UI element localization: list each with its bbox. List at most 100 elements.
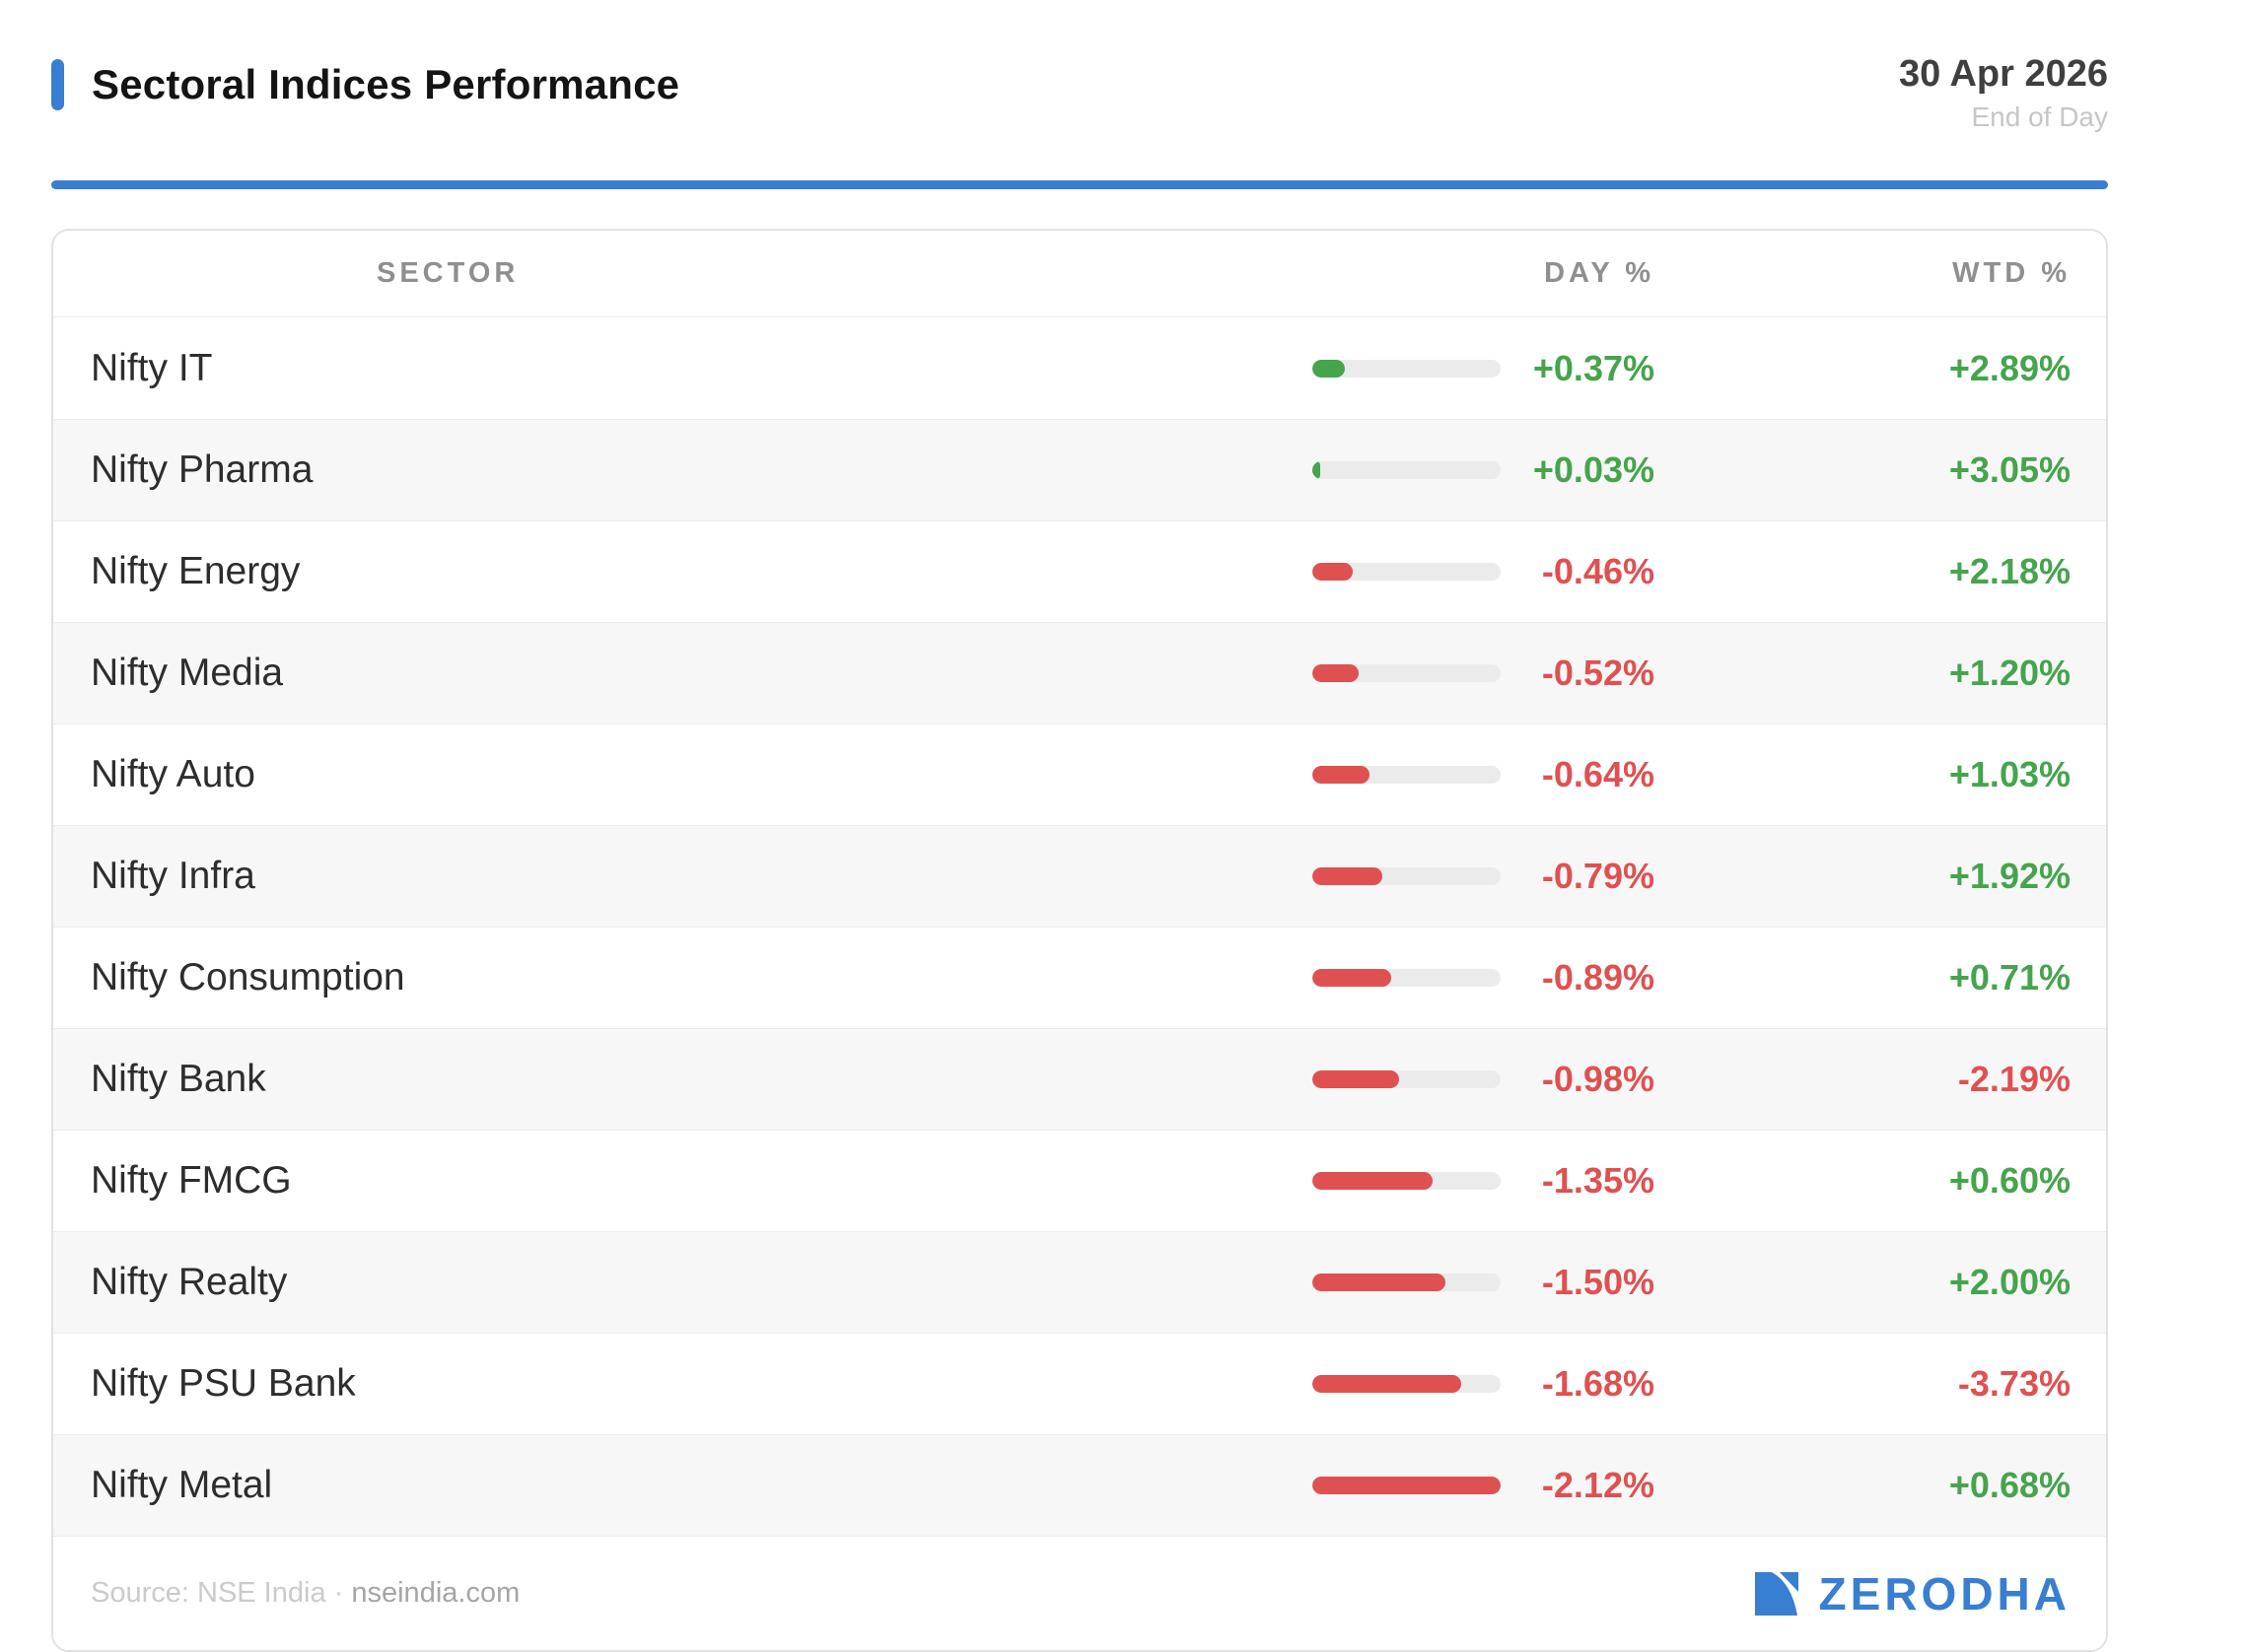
day-cell: -1.50%	[1312, 1262, 1654, 1303]
wtd-percent-value: +3.05%	[1948, 449, 2071, 490]
day-change-bar-fill	[1312, 1070, 1400, 1088]
table-row: Nifty Metal -2.12% +0.68%	[53, 1434, 2106, 1536]
column-header-day: DAY %	[1544, 257, 1654, 289]
brand-wordmark: ZERODHA	[1818, 1567, 2071, 1619]
wtd-percent-value: +1.92%	[1948, 856, 2071, 896]
day-percent-value: -0.52%	[1541, 653, 1654, 693]
day-change-bar	[1312, 461, 1501, 479]
day-change-bar-fill	[1312, 1172, 1433, 1190]
day-change-bar	[1312, 359, 1501, 378]
day-percent-value: -0.64%	[1541, 754, 1654, 794]
day-change-bar-fill	[1312, 867, 1383, 885]
sector-label: Nifty PSU Bank	[91, 1362, 356, 1405]
day-change-bar-fill	[1312, 1375, 1462, 1393]
day-cell: -0.98%	[1312, 1059, 1654, 1100]
table-row: Nifty PSU Bank -1.68% -3.73%	[53, 1333, 2106, 1434]
sector-label: Nifty Realty	[91, 1261, 288, 1303]
day-change-bar	[1312, 1070, 1501, 1088]
table-row: Nifty Energy -0.46% +2.18%	[53, 520, 2106, 622]
column-header-wtd: WTD %	[1952, 257, 2071, 289]
day-change-bar	[1312, 1375, 1501, 1393]
day-change-bar	[1312, 664, 1501, 682]
table-row: Nifty Infra -0.79% +1.92%	[53, 825, 2106, 927]
table-row: Nifty Pharma +0.03% +3.05%	[53, 419, 2106, 520]
zerodha-kite-icon	[1754, 1571, 1798, 1616]
day-percent-value: +0.03%	[1532, 449, 1654, 490]
day-change-bar	[1312, 563, 1501, 581]
day-percent-value: -0.46%	[1541, 551, 1654, 591]
table-row: Nifty Auto -0.64% +1.03%	[53, 723, 2106, 825]
table-row: Nifty IT +0.37% +2.89%	[53, 317, 2106, 419]
table-row: Nifty FMCG -1.35% +0.60%	[53, 1130, 2106, 1231]
day-cell: +0.37%	[1312, 348, 1654, 389]
wtd-percent-value: -2.19%	[1957, 1059, 2071, 1099]
table-row: Nifty Media -0.52% +1.20%	[53, 622, 2106, 723]
table-row: Nifty Realty -1.50% +2.00%	[53, 1231, 2106, 1333]
wtd-percent-value: +2.18%	[1948, 551, 2071, 591]
sector-label: Nifty IT	[91, 346, 213, 389]
title-block: Sectoral Indices Performance	[51, 59, 679, 110]
wtd-percent-value: +2.00%	[1948, 1262, 2071, 1302]
wtd-percent-value: -3.73%	[1957, 1363, 2071, 1404]
top-divider	[51, 180, 2108, 189]
day-cell: +0.03%	[1312, 449, 1654, 491]
wtd-percent-value: +2.89%	[1948, 347, 2071, 388]
day-cell: -0.79%	[1312, 856, 1654, 897]
day-change-bar-fill	[1312, 664, 1359, 682]
day-change-bar	[1312, 969, 1501, 987]
masthead: Sectoral Indices Performance 30 Apr 2026…	[51, 53, 2108, 133]
sector-label: Nifty Consumption	[91, 956, 405, 998]
zerodha-logo: ZERODHA	[1754, 1567, 2071, 1620]
table-footer: Source: NSE India · nseindia.com ZERODHA	[53, 1536, 2106, 1650]
sector-label: Nifty Energy	[91, 550, 301, 592]
day-percent-value: -0.89%	[1541, 957, 1654, 998]
source-prefix: Source: NSE India ·	[91, 1577, 344, 1609]
day-cell: -0.89%	[1312, 957, 1654, 998]
sector-label: Nifty Metal	[91, 1464, 273, 1506]
page-title: Sectoral Indices Performance	[92, 61, 680, 107]
day-change-bar-fill	[1312, 969, 1392, 987]
wtd-percent-value: +0.60%	[1948, 1160, 2071, 1201]
day-change-bar-fill	[1312, 359, 1346, 378]
date-block: 30 Apr 2026 End of Day	[1899, 53, 2108, 133]
day-cell: -2.12%	[1312, 1465, 1654, 1506]
day-percent-value: -1.50%	[1541, 1262, 1654, 1302]
day-percent-value: -0.79%	[1541, 856, 1654, 896]
source-link: nseindia.com	[351, 1577, 521, 1609]
day-change-bar	[1312, 1172, 1501, 1190]
accent-bar	[51, 59, 64, 110]
day-percent-value: -2.12%	[1541, 1465, 1654, 1505]
day-change-bar	[1312, 1477, 1501, 1494]
day-change-bar	[1312, 766, 1501, 784]
day-percent-value: -1.68%	[1541, 1363, 1654, 1404]
source-text: Source: NSE India · nseindia.com	[91, 1577, 520, 1610]
day-change-bar	[1312, 867, 1501, 885]
day-change-bar-fill	[1312, 766, 1370, 784]
day-cell: -1.68%	[1312, 1363, 1654, 1405]
wtd-percent-value: +1.20%	[1948, 653, 2071, 693]
sector-label: Nifty Pharma	[91, 448, 314, 491]
sector-label: Nifty FMCG	[91, 1159, 292, 1202]
rows-container: Nifty IT +0.37% +2.89% Nifty Pharma +0.0…	[53, 317, 2106, 1536]
indices-table-card: SECTOR DAY % WTD % Nifty IT +0.37% +2.89…	[51, 229, 2108, 1652]
day-change-bar	[1312, 1273, 1501, 1291]
day-percent-value: -0.98%	[1541, 1059, 1654, 1099]
day-cell: -0.64%	[1312, 754, 1654, 795]
day-change-bar-fill	[1312, 461, 1320, 479]
table-header-row: SECTOR DAY % WTD %	[53, 231, 2106, 317]
day-percent-value: +0.37%	[1532, 347, 1654, 388]
table-row: Nifty Bank -0.98% -2.19%	[53, 1028, 2106, 1130]
sector-label: Nifty Media	[91, 652, 284, 694]
day-percent-value: -1.35%	[1541, 1160, 1654, 1201]
report-date: 30 Apr 2026	[1899, 53, 2108, 95]
sector-label: Nifty Infra	[91, 855, 255, 897]
sector-label: Nifty Auto	[91, 753, 255, 795]
wtd-percent-value: +0.68%	[1948, 1465, 2071, 1505]
wtd-percent-value: +1.03%	[1948, 754, 2071, 794]
report-period: End of Day	[1971, 102, 2108, 132]
day-change-bar-fill	[1312, 1477, 1501, 1494]
day-cell: -1.35%	[1312, 1160, 1654, 1202]
column-header-sector: SECTOR	[377, 257, 520, 289]
wtd-percent-value: +0.71%	[1948, 957, 2071, 998]
